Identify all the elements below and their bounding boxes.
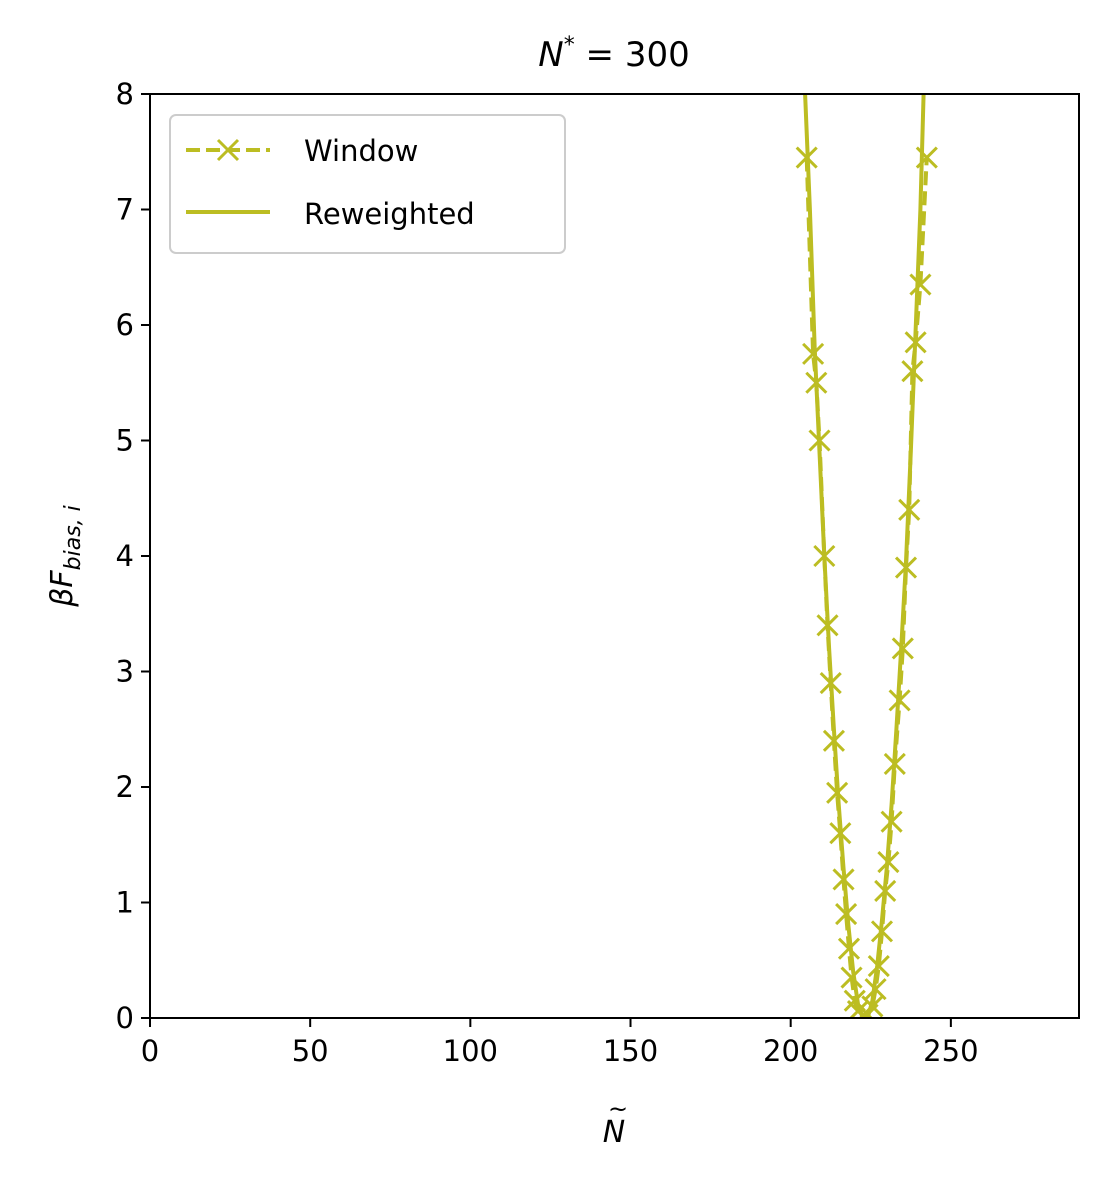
data-point-window <box>909 273 932 296</box>
x-tick-label: 150 <box>603 1034 658 1068</box>
x-axis-ticks: 0 50 100 150 200 250 <box>141 1018 979 1068</box>
y-tick-label: 8 <box>116 77 134 111</box>
data-point-window <box>840 966 863 989</box>
legend-item-reweighted: Reweighted <box>186 197 475 231</box>
svg-text:N: N <box>603 1115 625 1150</box>
y-tick-label: 2 <box>116 770 134 804</box>
y-axis-ticks: 0 1 2 3 4 5 6 7 8 <box>116 77 150 1035</box>
legend: Window Reweighted <box>169 114 566 254</box>
series-layer <box>795 94 938 1018</box>
svg-text:~: ~ <box>608 1095 628 1123</box>
x-tick-label: 100 <box>443 1034 498 1068</box>
y-tick-label: 3 <box>116 655 134 689</box>
x-tick-label: 200 <box>763 1034 818 1068</box>
x-axis-label: N ~ <box>603 1095 628 1150</box>
x-tick-label: 250 <box>923 1034 978 1068</box>
series-line-reweighted <box>803 94 926 1018</box>
y-tick-label: 4 <box>116 539 134 573</box>
y-tick-label: 6 <box>116 308 134 342</box>
chart-title: N* = 300 <box>538 33 689 75</box>
legend-label-reweighted: Reweighted <box>304 197 475 231</box>
y-tick-label: 5 <box>116 424 134 458</box>
x-tick-label: 50 <box>292 1034 329 1068</box>
y-tick-label: 0 <box>116 1001 134 1035</box>
legend-item-window: Window <box>186 134 418 168</box>
y-tick-label: 1 <box>116 886 134 920</box>
x-tick-label: 0 <box>141 1034 159 1068</box>
legend-label-window: Window <box>304 134 418 168</box>
y-tick-label: 7 <box>116 193 134 227</box>
y-axis-label: βFbias, i <box>45 505 86 608</box>
